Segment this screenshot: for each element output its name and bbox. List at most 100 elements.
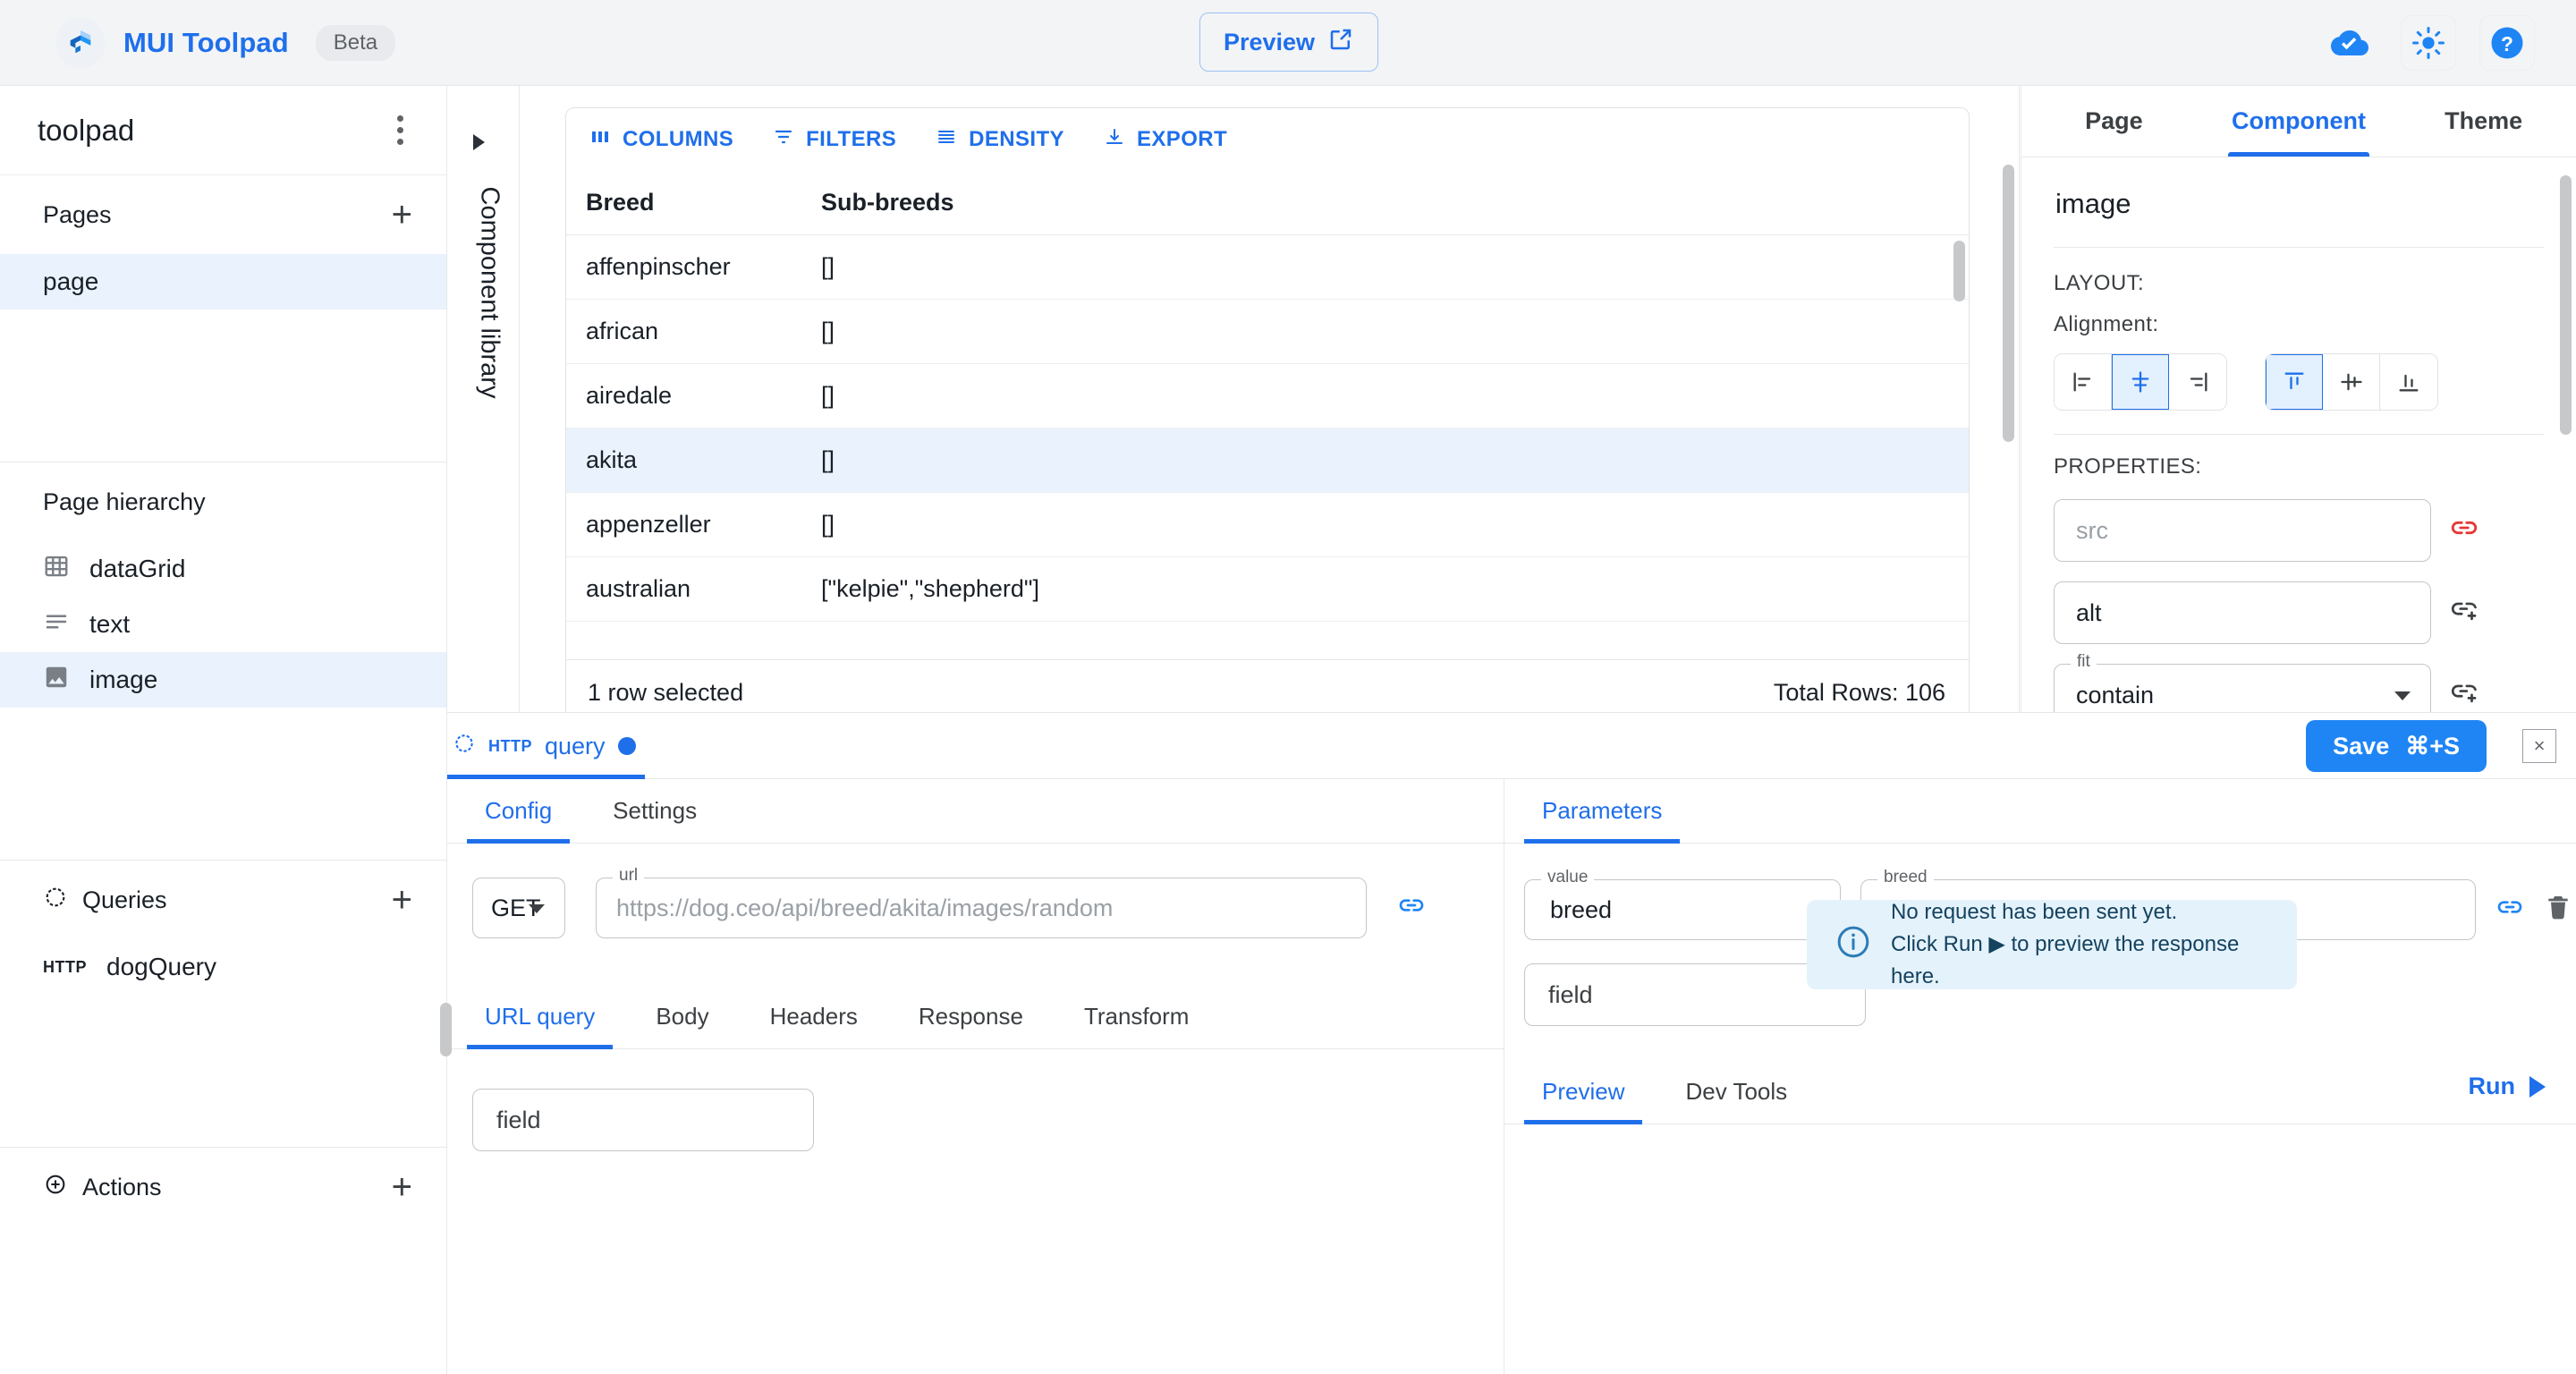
http-tag: HTTP <box>43 957 87 976</box>
tab-transform[interactable]: Transform <box>1083 1003 1190 1030</box>
pages-section-header: Pages + <box>0 175 446 254</box>
tab-page[interactable]: Page <box>2085 107 2143 134</box>
image-icon <box>43 664 70 697</box>
pages-spacer <box>0 310 446 462</box>
density-button[interactable]: DENSITY <box>936 126 1064 154</box>
tab-component[interactable]: Component <box>2207 86 2392 157</box>
query-config-pane: Config Settings GET url https://dog.ceo/… <box>440 779 1504 1374</box>
align-left-icon[interactable] <box>2055 354 2112 410</box>
column-header-breed[interactable]: Breed <box>586 189 655 216</box>
grid-icon <box>43 553 70 586</box>
cell-sub-breeds: [] <box>821 446 835 473</box>
add-query-icon[interactable]: + <box>391 880 412 920</box>
tab-parameters[interactable]: Parameters <box>1512 779 1692 844</box>
actions-header: Actions <box>43 1172 162 1203</box>
table-row[interactable]: appenzeller [] <box>566 493 1969 557</box>
table-row[interactable]: african [] <box>566 300 1969 364</box>
sidebar-item-text[interactable]: text <box>0 597 446 652</box>
tab-headers[interactable]: Headers <box>769 1003 858 1030</box>
parameter-add-field-placeholder: field <box>1548 980 1593 1008</box>
add-action-icon[interactable]: + <box>391 1167 412 1207</box>
alert-line-2: Click Run ▶ to preview the response here… <box>1891 932 2240 988</box>
tab-dev-tools[interactable]: Dev Tools <box>1685 1078 1788 1105</box>
brand[interactable]: MUI Toolpad Beta <box>55 17 396 68</box>
top-app-bar: MUI Toolpad Beta Preview <box>0 0 2576 86</box>
align-right-icon[interactable] <box>2169 354 2226 410</box>
align-center-icon[interactable] <box>2112 354 2169 410</box>
beta-badge: Beta <box>315 24 396 61</box>
align-middle-icon[interactable] <box>2323 354 2380 410</box>
cloud-done-icon[interactable] <box>2322 15 2377 71</box>
table-row[interactable]: affenpinscher [] <box>566 235 1969 300</box>
more-options-icon[interactable] <box>388 106 412 154</box>
no-request-alert: No request has been sent yet. Click Run … <box>1807 900 2297 989</box>
tab-theme[interactable]: Theme <box>2445 107 2523 134</box>
url-query-field-input[interactable]: field <box>472 1089 814 1151</box>
preview-button-label: Preview <box>1223 28 1316 55</box>
sidebar-item-datagrid[interactable]: dataGrid <box>0 541 446 597</box>
sidebar-item-page[interactable]: page <box>0 254 446 310</box>
data-grid-header-row: Breed Sub-breeds <box>566 171 1969 235</box>
sidebar-item-dogquery[interactable]: HTTP dogQuery <box>0 939 446 995</box>
preview-button[interactable]: Preview <box>1199 13 1378 72</box>
query-editor-header: HTTP query Save ⌘+S × <box>447 713 2576 779</box>
align-bottom-icon[interactable] <box>2380 354 2437 410</box>
src-input[interactable]: src <box>2054 499 2431 562</box>
query-tab-tag: HTTP <box>488 736 532 755</box>
chevron-down-icon[interactable] <box>2394 691 2411 700</box>
binding-add-link-icon-alt[interactable] <box>2449 595 2479 632</box>
tab-body[interactable]: Body <box>656 1003 709 1030</box>
column-header-sub-breeds[interactable]: Sub-breeds <box>821 189 954 216</box>
filters-button[interactable]: FILTERS <box>773 126 896 154</box>
fit-select[interactable]: fit contain <box>2054 652 2431 726</box>
request-row: GET url https://dog.ceo/api/breed/akita/… <box>447 844 1504 938</box>
url-binding-link-icon[interactable] <box>1397 891 1426 926</box>
data-grid-footer: 1 row selected Total Rows: 106 <box>566 659 1969 712</box>
binding-add-link-icon-fit[interactable] <box>2449 677 2479 714</box>
columns-button[interactable]: COLUMNS <box>589 126 733 154</box>
brightness-sun-icon[interactable] <box>2401 15 2456 71</box>
fit-value: contain <box>2076 681 2155 708</box>
parameter-name-legend: value <box>1541 868 1595 887</box>
chevron-down-icon[interactable] <box>529 904 545 913</box>
table-row-selected[interactable]: akita [] <box>566 428 1969 493</box>
trash-icon[interactable] <box>2544 893 2572 928</box>
parameter-name-input[interactable]: value breed <box>1524 868 1841 940</box>
run-button[interactable]: Run <box>2469 1073 2546 1100</box>
layout-section-label: LAYOUT: <box>2054 271 2145 295</box>
alt-input[interactable]: alt <box>2054 581 2431 644</box>
add-page-icon[interactable]: + <box>391 195 412 234</box>
table-row[interactable]: australian ["kelpie","shepherd"] <box>566 557 1969 622</box>
app-name: toolpad <box>38 113 135 147</box>
http-method-select[interactable]: GET <box>472 878 565 938</box>
parameter-add-field-input[interactable]: field <box>1524 963 1866 1026</box>
actions-section-header: Actions + <box>0 1148 446 1226</box>
export-label: EXPORT <box>1136 127 1228 151</box>
help-circle-icon[interactable]: ? <box>2479 15 2535 71</box>
query-pane-scrollbar[interactable] <box>440 1003 452 1056</box>
tab-response[interactable]: Response <box>918 1003 1023 1030</box>
component-library-rail[interactable]: Component library <box>448 86 520 712</box>
save-button[interactable]: Save ⌘+S <box>2306 720 2487 772</box>
query-tab[interactable]: HTTP query <box>447 713 661 779</box>
data-grid-scrollbar[interactable] <box>1953 241 1965 301</box>
sidebar-item-image[interactable]: image <box>0 652 446 708</box>
tab-preview[interactable]: Preview <box>1512 1060 1655 1124</box>
filters-label: FILTERS <box>806 127 897 151</box>
expand-arrow-icon[interactable] <box>473 134 485 150</box>
tab-config[interactable]: Config <box>454 779 582 844</box>
properties-section-label: PROPERTIES: <box>2054 454 2202 479</box>
parameter-binding-link-icon[interactable] <box>2496 893 2524 928</box>
tab-settings[interactable]: Settings <box>613 797 698 824</box>
close-icon[interactable]: × <box>2522 729 2556 763</box>
inspector-scrollbar[interactable] <box>2560 175 2572 435</box>
table-row[interactable]: airedale [] <box>566 364 1969 428</box>
alignment-controls <box>2054 353 2544 411</box>
binding-link-icon-src[interactable] <box>2449 513 2479 549</box>
query-refresh-icon <box>43 885 68 916</box>
tab-url-query[interactable]: URL query <box>454 985 625 1049</box>
export-button[interactable]: EXPORT <box>1104 126 1227 154</box>
canvas-scrollbar[interactable] <box>2003 165 2014 442</box>
align-top-icon[interactable] <box>2266 354 2323 410</box>
url-input[interactable]: url https://dog.ceo/api/breed/akita/imag… <box>596 866 1367 938</box>
